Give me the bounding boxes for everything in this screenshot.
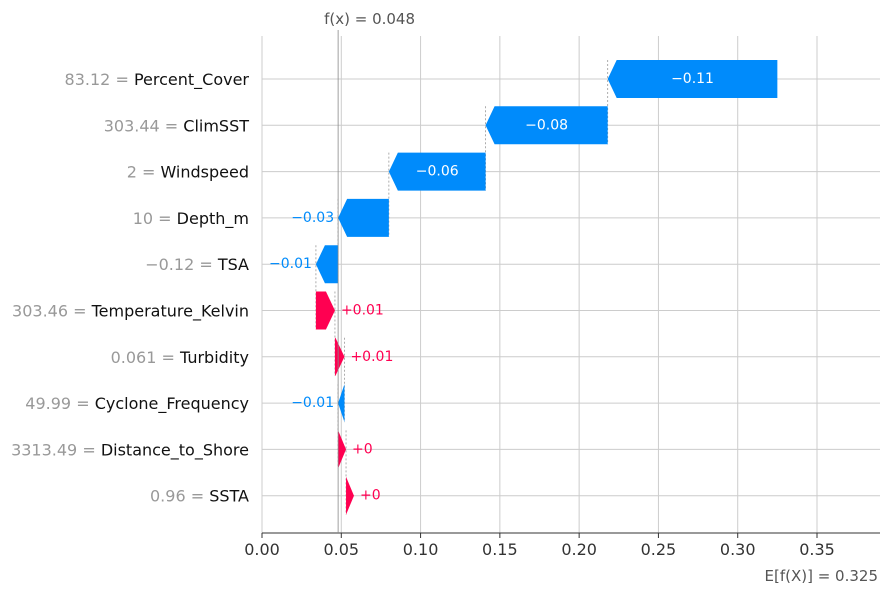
base-value-label: E[f(X)] = 0.325 — [765, 567, 879, 585]
feature-label: 3313.49 = Distance_to_Shore — [11, 440, 249, 460]
feature-value: 0.061 = — [111, 347, 180, 366]
bar-value-label: −0.11 — [671, 71, 714, 87]
x-tick-label: 0.35 — [799, 540, 835, 559]
x-axis: 0.00 0.05 0.10 0.15 0.20 0.25 0.30 0.35 — [244, 532, 880, 559]
feature-value: 83.12 = — [65, 70, 134, 89]
negative-bar-windspeed — [388, 152, 486, 191]
x-tick-label: 0.05 — [323, 540, 359, 559]
annotations: f(x) = 0.048 E[f(X)] = 0.325 — [324, 10, 878, 585]
feature-label: 49.99 = Cyclone_Frequency — [25, 394, 249, 414]
feature-name: Distance_to_Shore — [101, 440, 249, 460]
feature-name: TSA — [217, 255, 249, 274]
feature-value: 0.96 = — [150, 486, 209, 505]
feature-name: SSTA — [209, 486, 249, 505]
feature-name: Turbidity — [179, 347, 249, 366]
feature-value: 303.44 = — [104, 116, 184, 135]
positive-bar-distance-to-shore — [338, 430, 347, 469]
bar-value-label: +0.01 — [350, 349, 393, 365]
feature-value: 3313.49 = — [11, 440, 101, 459]
feature-name: Cyclone_Frequency — [95, 394, 249, 414]
feature-name: Depth_m — [177, 208, 249, 228]
labels-layer: −0.11 83.12 = Percent_Cover −0.08 303.44 = … — [11, 70, 714, 506]
feature-name: Temperature_Kelvin — [91, 301, 249, 321]
feature-label: 10 = Depth_m — [133, 208, 249, 228]
feature-name: Percent_Cover — [134, 70, 249, 90]
feature-label: 2 = Windspeed — [127, 162, 249, 181]
bar-value-label: −0.01 — [291, 395, 334, 411]
negative-bar-climsst — [485, 106, 608, 145]
feature-label: 303.44 = ClimSST — [104, 116, 250, 135]
x-tick-label: 0.10 — [403, 540, 439, 559]
positive-bar-temperature-kelvin — [315, 291, 335, 330]
negative-bar-tsa — [315, 245, 339, 284]
feature-value: 2 = — [127, 162, 161, 181]
x-tick-label: 0.15 — [482, 540, 518, 559]
negative-bar-depth-m — [338, 198, 389, 237]
bar-value-label: +0 — [360, 488, 381, 504]
bar-value-label: −0.03 — [291, 210, 334, 226]
feature-value: 49.99 = — [25, 394, 94, 413]
output-value-label: f(x) = 0.048 — [324, 10, 415, 28]
negative-bar-cyclone-frequency — [338, 384, 345, 423]
feature-label: −0.12 = TSA — [145, 255, 249, 274]
x-tick-label: 0.30 — [720, 540, 756, 559]
feature-label: 83.12 = Percent_Cover — [65, 70, 250, 90]
negative-bar-percent-cover — [607, 60, 778, 98]
x-tick-label: 0.20 — [561, 540, 597, 559]
bars-layer — [315, 60, 778, 515]
bar-value-label: +0 — [352, 441, 373, 457]
feature-label: 303.46 = Temperature_Kelvin — [12, 301, 249, 321]
feature-value: 10 = — [133, 208, 177, 227]
bar-value-label: −0.01 — [269, 256, 312, 272]
bar-value-label: −0.06 — [416, 164, 459, 180]
bar-value-label: +0.01 — [341, 303, 384, 319]
x-tick-label: 0.00 — [244, 540, 280, 559]
feature-label: 0.061 = Turbidity — [111, 347, 249, 366]
bar-value-label: −0.08 — [525, 117, 568, 133]
feature-label: 0.96 = SSTA — [150, 486, 249, 505]
feature-name: ClimSST — [183, 116, 249, 135]
positive-bar-ssta — [346, 476, 354, 515]
x-tick-label: 0.25 — [641, 540, 677, 559]
feature-value: 303.46 = — [12, 301, 92, 320]
positive-bar-turbidity — [334, 337, 345, 376]
feature-name: Windspeed — [160, 162, 249, 181]
feature-value: −0.12 = — [145, 255, 218, 274]
